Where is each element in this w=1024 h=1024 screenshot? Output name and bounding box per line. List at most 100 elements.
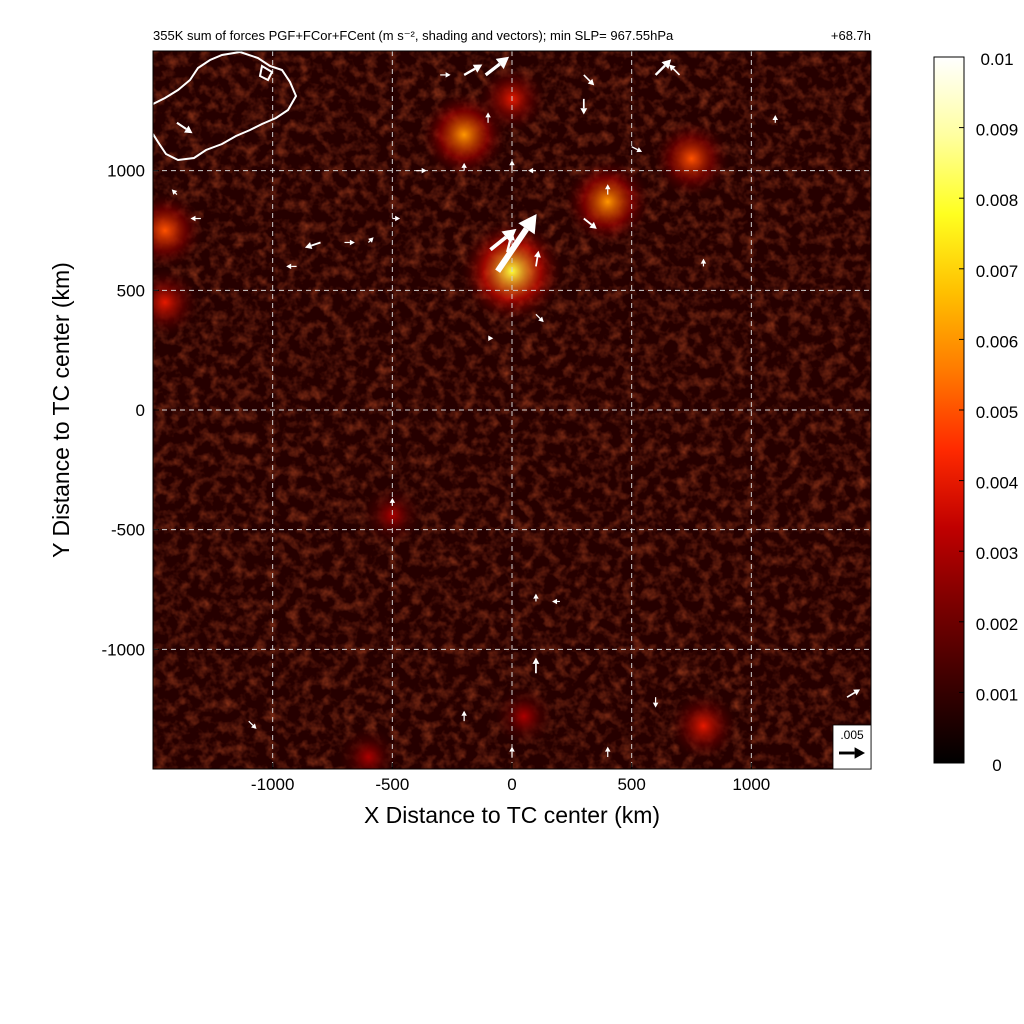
x-axis-ticks: -1000 -500 0 500 1000 (251, 763, 770, 794)
colorbar-tick: 0.008 (959, 191, 1018, 210)
force-vector (461, 162, 467, 171)
plot-area (153, 51, 871, 769)
shading-maximum (669, 691, 738, 760)
colorbar-tick-label: 0.002 (976, 615, 1019, 634)
force-vector (652, 697, 659, 708)
colorbar-tick: 0.003 (959, 544, 1018, 563)
force-vector (389, 497, 396, 506)
force-vector (580, 98, 588, 115)
force-vector (416, 167, 427, 174)
colorbar-tick-label: 0.005 (976, 403, 1019, 422)
force-vector (669, 64, 681, 76)
forecast-time-label: +68.7h (831, 28, 871, 43)
force-vector (495, 213, 537, 273)
force-vector (248, 720, 257, 729)
force-vector (846, 689, 861, 698)
shading-maximum (153, 192, 204, 269)
force-vector (528, 167, 536, 174)
force-vector (654, 59, 672, 76)
shading-maximum (494, 686, 554, 746)
x-tick-label: 500 (617, 775, 645, 794)
x-tick: 500 (617, 763, 646, 794)
shading-maximum (653, 120, 730, 198)
force-vector (304, 241, 321, 250)
force-vector (463, 64, 483, 76)
force-vector (392, 215, 401, 222)
force-vector (461, 710, 467, 722)
force-vector (533, 593, 539, 602)
force-vector (484, 56, 510, 77)
y-tick-label: 500 (117, 281, 145, 300)
reference-vector-label: .005 (840, 728, 864, 742)
colorbar-tick-label: 0.006 (976, 332, 1019, 351)
colorbar-tick-label: 0.009 (976, 121, 1019, 140)
force-vector (604, 184, 611, 195)
colorbar-tick: 0.006 (959, 332, 1018, 351)
colorbar-tick-label: 0.003 (976, 544, 1019, 563)
y-tick: -1000 (102, 640, 159, 659)
y-tick-label: 1000 (107, 162, 145, 181)
y-tick-label: -1000 (102, 640, 145, 659)
y-tick-label: -500 (111, 521, 145, 540)
force-vector (583, 217, 597, 229)
force-vector (583, 74, 595, 86)
coastline-island (258, 64, 274, 82)
x-tick-label: 0 (507, 775, 516, 794)
field-texture (153, 51, 871, 769)
colorbar-tick-label: 0.01 (980, 50, 1013, 69)
force-vector (772, 115, 779, 123)
force-vector (171, 189, 178, 196)
x-axis-label: X Distance to TC center (km) (364, 802, 660, 828)
y-axis-ticks: -1000 -500 0 500 1000 (102, 162, 159, 659)
colorbar-tick: 0.007 (959, 262, 1018, 281)
colorbar-tick: 0.01 (959, 50, 1014, 69)
colorbar-tick: 0.004 (959, 474, 1018, 493)
reference-vector-background (832, 724, 872, 770)
force-vectors (171, 56, 861, 758)
colorbar-tick-label: 0 (992, 756, 1001, 775)
force-vector (604, 746, 611, 758)
force-vector (367, 237, 374, 243)
force-vector (344, 239, 355, 246)
colorbar-tick-label: 0.008 (976, 191, 1019, 210)
y-axis-label: Y Distance to TC center (km) (48, 262, 74, 558)
x-tick: 1000 (732, 763, 770, 794)
force-vector (176, 121, 193, 134)
hotspot-layer (153, 64, 738, 769)
force-vector (488, 335, 494, 341)
x-tick: -1000 (251, 763, 294, 794)
x-tick-label: -1000 (251, 775, 294, 794)
shading-maximum (338, 727, 398, 769)
force-vector (532, 657, 540, 674)
y-tick-label: 0 (136, 401, 145, 420)
force-vector (509, 160, 515, 171)
force-vector (534, 250, 541, 267)
force-vector (190, 215, 201, 222)
y-tick: -500 (111, 521, 159, 540)
force-vector (631, 146, 643, 153)
force-vector (552, 598, 560, 605)
colorbar-tick-label: 0.001 (976, 685, 1019, 704)
force-vector (535, 313, 544, 323)
force-vector (700, 258, 707, 267)
x-tick-label: -500 (375, 775, 409, 794)
shading-maximum (153, 268, 199, 337)
y-tick: 1000 (107, 162, 159, 181)
colorbar-tick: 0 (959, 756, 1002, 775)
x-tick: 0 (507, 763, 517, 794)
force-vector (505, 231, 515, 253)
colorbar-ticks: 0 0.001 0.002 0.003 0.004 0.005 0.006 0.007 0.00… (959, 50, 1018, 775)
colorbar-tick: 0.009 (959, 121, 1018, 140)
reference-vector-box: .005 (832, 724, 872, 770)
colorbar-tick: 0.002 (959, 615, 1018, 634)
chart-title: 355K sum of forces PGF+FCor+FCent (m s⁻²… (153, 28, 674, 43)
colorbar-tick-label: 0.007 (976, 262, 1019, 281)
force-vector (286, 263, 297, 270)
reference-arrow (839, 747, 865, 759)
colorbar: 0 0.001 0.002 0.003 0.004 0.005 0.006 0.007 0.00… (933, 50, 1018, 775)
y-tick: 500 (117, 281, 159, 300)
colorbar-tick: 0.005 (959, 403, 1018, 422)
coastline-outline (153, 51, 298, 162)
colorbar-tick-label: 0.004 (976, 474, 1019, 493)
